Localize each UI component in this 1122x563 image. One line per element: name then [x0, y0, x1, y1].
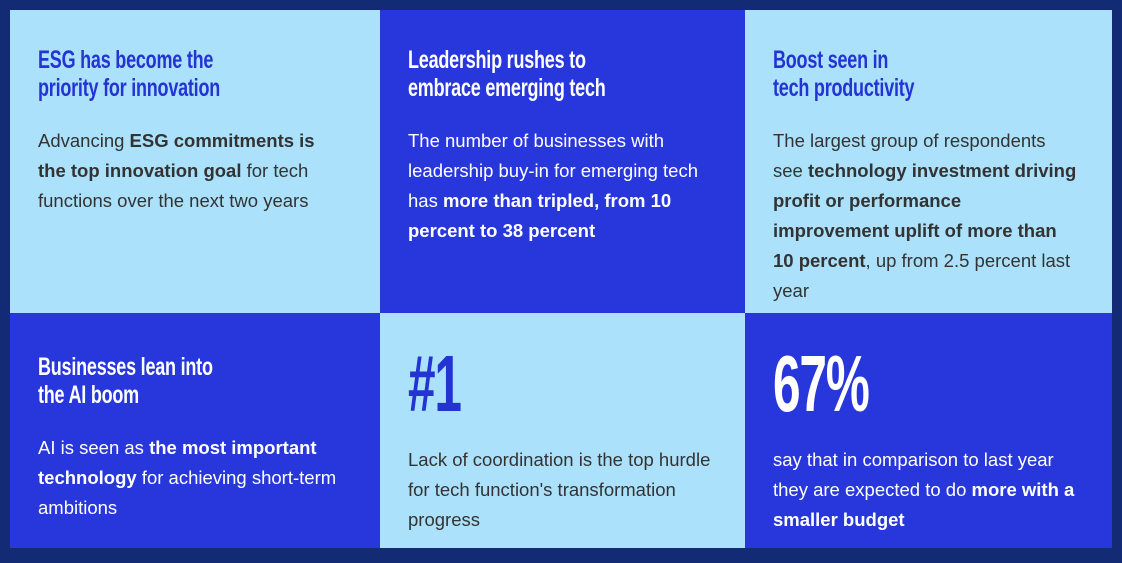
card-title: Leadership rushes to embrace emerging te…	[408, 46, 606, 102]
stat-card-grid: ESG has become the priority for innovati…	[10, 10, 1112, 548]
stat-number: #1	[408, 339, 462, 428]
card-esg-priority: ESG has become the priority for innovati…	[10, 10, 380, 313]
card-top-hurdle: #1 Lack of coordination is the top hurdl…	[380, 313, 745, 548]
card-tech-productivity: Boost seen in tech productivity The larg…	[745, 10, 1112, 313]
card-smaller-budget: 67% say that in comparison to last year …	[745, 313, 1112, 548]
card-body: Advancing ESG commitments is the top inn…	[38, 130, 315, 211]
card-ai-boom: Businesses lean into the AI boom AI is s…	[10, 313, 380, 548]
card-body: The number of businesses with leadership…	[408, 130, 698, 241]
card-body: say that in comparison to last year they…	[773, 449, 1075, 530]
card-leadership-emerging-tech: Leadership rushes to embrace emerging te…	[380, 10, 745, 313]
card-body: AI is seen as the most important technol…	[38, 437, 337, 518]
stat-number: 67%	[773, 339, 870, 428]
card-body: The largest group of respondents see tec…	[773, 130, 1077, 301]
card-title: Businesses lean into the AI boom	[38, 353, 213, 409]
card-title: Boost seen in tech productivity	[773, 46, 915, 102]
card-title: ESG has become the priority for innovati…	[38, 46, 221, 102]
card-body: Lack of coordination is the top hurdle f…	[408, 449, 711, 530]
